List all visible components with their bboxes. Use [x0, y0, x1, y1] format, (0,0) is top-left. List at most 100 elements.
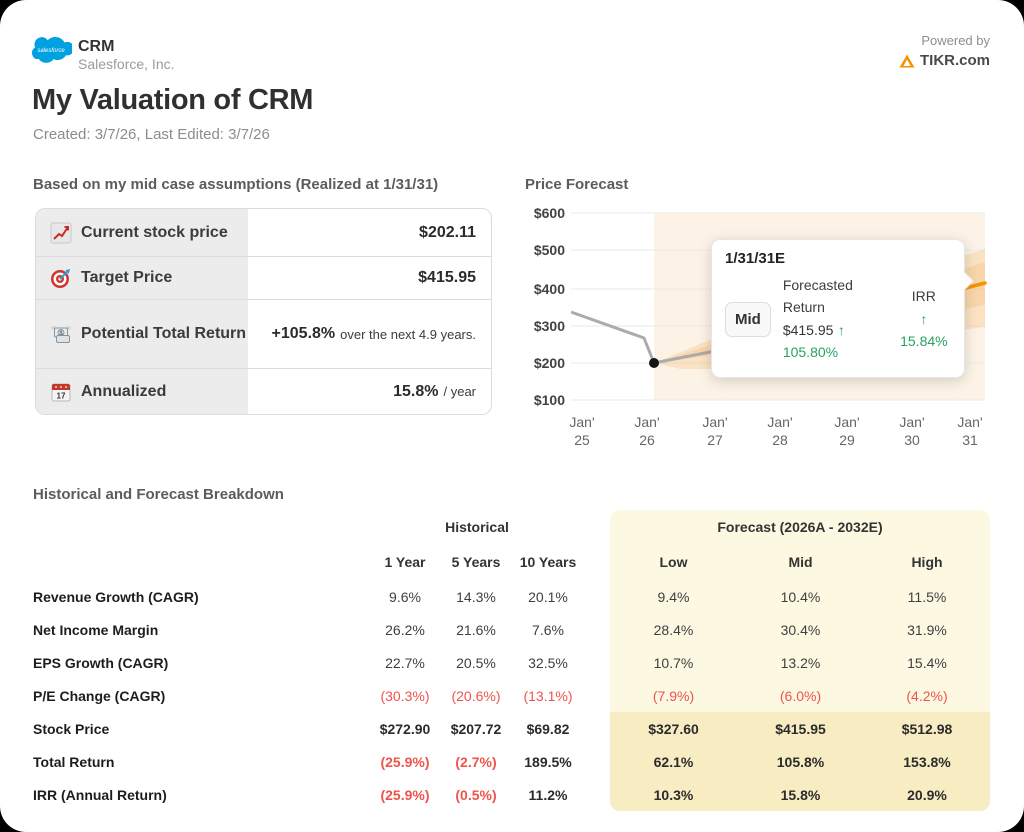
- historical-value-cell: 20.1%: [528, 588, 568, 605]
- assumption-row: Target Price $415.95: [36, 256, 491, 299]
- assumption-value-cell: $415.95: [248, 257, 491, 299]
- breakdown-heading: Historical and Forecast Breakdown: [33, 486, 284, 503]
- col-header-10-years: 10 Years: [519, 554, 577, 570]
- x-axis-tick: Jan' 29: [834, 414, 859, 448]
- forecast-start-line: [653, 349, 716, 365]
- breakdown-rows: Revenue Growth (CAGR) 9.6% 14.3% 20.1% 9.4% 1…: [33, 580, 990, 811]
- col-header-low: Low: [659, 554, 688, 570]
- forecast-value-cell: 10.7%: [653, 654, 694, 671]
- tooltip-date: 1/31/31E: [725, 250, 786, 267]
- forecasted-return-label: Forecasted Return: [782, 277, 853, 316]
- tikr-logo-icon: [899, 54, 915, 68]
- historical-value-cell: (30.3%): [380, 687, 430, 704]
- salesforce-logo-icon: salesforce: [32, 36, 74, 64]
- tooltip-forecasted-return: Forecasted Return $415.95 ↑ 105.80%: [783, 275, 887, 365]
- breakdown-row: P/E Change (CAGR) (30.3%) (20.6%) (13.1%) (7…: [33, 679, 990, 712]
- historical-value-cell: 32.5%: [528, 654, 568, 671]
- forecast-value-cell: 13.2%: [780, 654, 821, 671]
- forecast-value-cell: (6.0%): [779, 687, 822, 704]
- breakdown-row: EPS Growth (CAGR) 22.7% 20.5% 32.5% 10.7% 13.…: [33, 646, 990, 679]
- assumption-label-cell: Target Price: [36, 257, 248, 299]
- stock-chart-icon: [50, 222, 72, 244]
- historical-group-header: Historical: [445, 519, 509, 535]
- forecast-value-cell: 11.5%: [907, 588, 947, 605]
- col-header-1-year: 1 Year: [384, 554, 426, 570]
- mid-case-chip[interactable]: Mid: [725, 302, 771, 338]
- chart-tooltip: 1/31/31E Mid Forecasted Return $415.95 ↑…: [711, 239, 974, 378]
- forecast-value-cell: $512.98: [901, 720, 953, 737]
- x-axis-tick: Jan' 27: [702, 414, 727, 448]
- assumption-label-cell: 17 Annualized: [36, 369, 248, 414]
- assumption-row: 17 Annualized 15.8% / year: [36, 368, 491, 414]
- historical-value-cell: 22.7%: [385, 654, 425, 671]
- forecast-value-cell: 30.4%: [780, 621, 821, 638]
- historical-value-cell: 26.2%: [385, 621, 425, 638]
- assumption-label: Potential Total Return: [81, 325, 247, 342]
- x-axis-labels: Jan' 25 Jan' 26 Jan' 27 Jan' 28 Jan' 29 Jan' 30 Jan'…: [569, 414, 982, 448]
- breakdown-row-label: Total Return: [33, 753, 115, 770]
- historical-value-cell: 9.6%: [389, 588, 421, 605]
- svg-text:$600: $600: [534, 205, 565, 221]
- breakdown-row-label: Net Income Margin: [33, 621, 159, 638]
- breakdown-row-label: IRR (Annual Return): [33, 786, 167, 803]
- y-axis-labels: $600 $500 $400 $300 $200 $100: [534, 205, 565, 408]
- powered-by-block: Powered by TIKR.com: [899, 33, 990, 69]
- calendar-icon: 17: [50, 381, 72, 403]
- historical-value-cell: 20.5%: [456, 654, 496, 671]
- forecast-value-cell: 105.8%: [776, 753, 825, 770]
- historical-value-cell: 11.2%: [528, 786, 568, 803]
- historical-value-cell: (13.1%): [523, 687, 573, 704]
- breakdown-table: Historical Forecast (2026A - 2032E) 1 Ye…: [33, 510, 990, 820]
- historical-value-cell: $69.82: [526, 720, 570, 737]
- company-block: CRM Salesforce, Inc.: [78, 38, 175, 72]
- forecast-value-cell: (7.9%): [652, 687, 695, 704]
- breakdown-header-row-columns: 1 Year 5 Years 10 Years Low Mid High: [33, 544, 990, 580]
- historical-value-cell: 7.6%: [532, 621, 564, 638]
- svg-text:$: $: [59, 331, 63, 337]
- forecast-group-header: Forecast (2026A - 2032E): [717, 519, 883, 535]
- price-forecast-chart[interactable]: $600 $500 $400 $300 $200 $100 Jan' 25 Jan'…: [525, 205, 990, 460]
- current-price-marker[interactable]: [649, 358, 659, 368]
- forecasted-return-pct: 105.80%: [782, 344, 839, 361]
- forecast-value-cell: 9.4%: [657, 588, 690, 605]
- breakdown-row: Total Return (25.9%) (2.7%) 189.5% 62.1% 105.…: [33, 745, 990, 778]
- assumption-row: Current stock price $202.11: [36, 209, 491, 256]
- forecast-value-cell: (4.2%): [906, 687, 948, 704]
- assumption-value: $415.95: [418, 269, 476, 286]
- assumption-row: $ Potential Total Return +105.8% over the n…: [36, 299, 491, 368]
- assumption-value: +105.8%: [271, 325, 336, 342]
- svg-text:$400: $400: [534, 281, 565, 297]
- svg-text:$500: $500: [534, 242, 565, 258]
- historical-price-line: [570, 310, 656, 364]
- assumption-value-cell: 15.8% / year: [248, 369, 491, 414]
- up-arrow-icon: ↑: [837, 321, 845, 338]
- x-axis-tick: Jan' 25: [569, 414, 594, 448]
- company-name: Salesforce, Inc.: [78, 56, 175, 73]
- forecast-value-cell: $415.95: [775, 720, 826, 737]
- breakdown-row: Stock Price $272.90 $207.72 $69.82 $327.60 $4…: [33, 712, 990, 745]
- breakdown-row-label: Revenue Growth (CAGR): [33, 588, 199, 605]
- irr-label: IRR: [911, 288, 936, 305]
- tikr-brand-link[interactable]: TIKR.com: [899, 52, 990, 69]
- forecast-value-cell: 10.4%: [780, 588, 821, 605]
- svg-text:17: 17: [57, 391, 66, 400]
- svg-text:$100: $100: [534, 392, 565, 408]
- assumption-value-suffix: / year: [443, 384, 476, 399]
- historical-value-cell: (0.5%): [455, 786, 497, 803]
- forecast-value-cell: 153.8%: [903, 753, 951, 770]
- forecast-value-cell: 10.3%: [653, 786, 694, 803]
- tooltip-irr: IRR ↑ 15.84%: [899, 286, 951, 353]
- x-axis-tick: Jan' 31: [957, 414, 982, 448]
- irr-up-arrow-icon: ↑: [920, 310, 928, 327]
- historical-value-cell: 189.5%: [524, 753, 572, 770]
- assumptions-table: Current stock price $202.11 Target Price $4…: [35, 208, 492, 415]
- forecast-value-cell: 15.4%: [907, 654, 947, 671]
- assumption-label: Target Price: [81, 269, 173, 286]
- historical-value-cell: 21.6%: [456, 621, 496, 638]
- historical-value-cell: (25.9%): [380, 753, 430, 770]
- money-wings-icon: $: [50, 323, 72, 345]
- col-header-mid: Mid: [788, 554, 813, 570]
- assumption-value-suffix: over the next 4.9 years.: [340, 326, 476, 342]
- breakdown-row: IRR (Annual Return) (25.9%) (0.5%) 11.2% 10.…: [33, 778, 990, 811]
